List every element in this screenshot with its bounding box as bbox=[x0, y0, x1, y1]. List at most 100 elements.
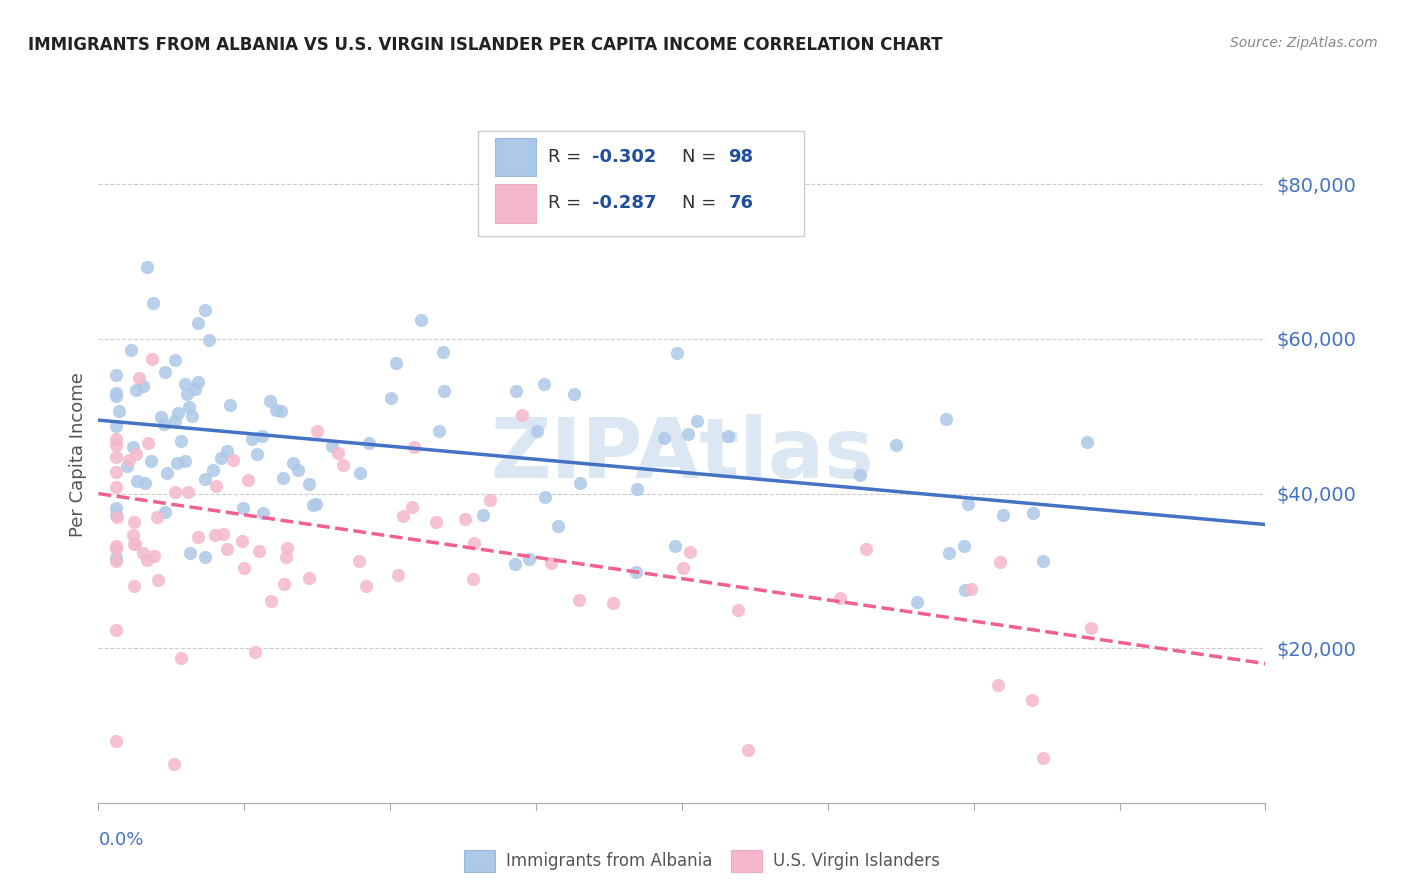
Y-axis label: Per Capita Income: Per Capita Income bbox=[69, 373, 87, 537]
Point bbox=[250, 428, 273, 442]
Point bbox=[132, 546, 155, 560]
Point bbox=[155, 505, 177, 519]
Point bbox=[233, 561, 256, 575]
Point bbox=[1032, 750, 1054, 764]
Point bbox=[105, 541, 128, 555]
Point bbox=[105, 540, 128, 554]
FancyBboxPatch shape bbox=[495, 137, 536, 176]
Point bbox=[259, 393, 281, 408]
Point bbox=[165, 484, 187, 499]
Point bbox=[672, 561, 695, 575]
FancyBboxPatch shape bbox=[495, 185, 536, 222]
Point bbox=[141, 296, 163, 310]
Point bbox=[105, 480, 128, 494]
Point bbox=[122, 578, 145, 592]
Point bbox=[246, 447, 269, 461]
Point bbox=[547, 519, 569, 533]
Point bbox=[287, 463, 309, 477]
Point bbox=[281, 456, 304, 470]
Point bbox=[194, 472, 217, 486]
Point bbox=[187, 375, 209, 389]
Point bbox=[512, 408, 534, 422]
Point bbox=[884, 438, 907, 452]
Point bbox=[298, 571, 321, 585]
Point bbox=[187, 530, 209, 544]
Point bbox=[380, 391, 402, 405]
Text: U.S. Virgin Islanders: U.S. Virgin Islanders bbox=[773, 852, 941, 870]
Point bbox=[173, 453, 195, 467]
Point bbox=[454, 511, 477, 525]
Point bbox=[240, 432, 263, 446]
Text: -0.302: -0.302 bbox=[592, 148, 657, 166]
Point bbox=[148, 574, 170, 588]
Point bbox=[347, 554, 370, 568]
Point bbox=[153, 365, 176, 379]
Point bbox=[1032, 554, 1054, 568]
Point bbox=[326, 445, 349, 459]
Point bbox=[540, 557, 562, 571]
Point bbox=[652, 431, 675, 445]
Point bbox=[252, 506, 274, 520]
Point bbox=[105, 509, 128, 524]
Point bbox=[562, 387, 585, 401]
Point bbox=[166, 457, 188, 471]
Point bbox=[1021, 693, 1043, 707]
Point bbox=[270, 404, 292, 418]
Point bbox=[953, 582, 976, 597]
Point bbox=[194, 550, 217, 565]
Point bbox=[217, 541, 239, 556]
Point bbox=[953, 539, 976, 553]
Point bbox=[987, 678, 1010, 692]
Point bbox=[176, 387, 198, 401]
Point bbox=[105, 368, 128, 383]
Point bbox=[568, 475, 591, 490]
Point bbox=[165, 414, 187, 428]
Point bbox=[136, 436, 159, 450]
Point bbox=[359, 436, 381, 450]
Point bbox=[105, 385, 128, 400]
Point bbox=[121, 528, 143, 542]
Point bbox=[236, 474, 259, 488]
Point bbox=[105, 623, 128, 637]
Text: -0.287: -0.287 bbox=[592, 194, 657, 212]
Point bbox=[180, 409, 202, 423]
Point bbox=[737, 742, 759, 756]
Point bbox=[848, 467, 870, 482]
Point bbox=[354, 579, 377, 593]
Point bbox=[828, 591, 851, 605]
Point bbox=[231, 533, 253, 548]
Point bbox=[401, 500, 423, 514]
Point bbox=[727, 603, 749, 617]
Point bbox=[387, 568, 409, 582]
Point bbox=[212, 526, 235, 541]
Point bbox=[105, 389, 128, 403]
Point bbox=[209, 451, 232, 466]
Text: 0.0%: 0.0% bbox=[98, 830, 143, 848]
Point bbox=[105, 501, 128, 516]
Point bbox=[990, 555, 1012, 569]
Point bbox=[1021, 506, 1043, 520]
Point bbox=[243, 645, 266, 659]
Point bbox=[125, 383, 148, 397]
Point bbox=[402, 440, 425, 454]
Point bbox=[463, 535, 485, 549]
Point bbox=[664, 539, 686, 553]
Point bbox=[124, 537, 146, 551]
Point bbox=[276, 549, 298, 564]
Point bbox=[122, 516, 145, 530]
Point bbox=[205, 479, 228, 493]
Point bbox=[321, 439, 343, 453]
Point bbox=[271, 471, 294, 485]
Point bbox=[134, 476, 156, 491]
Point bbox=[427, 424, 450, 438]
Point bbox=[135, 553, 157, 567]
Point bbox=[143, 549, 166, 563]
Point bbox=[105, 450, 128, 464]
Point bbox=[624, 566, 647, 580]
Point bbox=[141, 351, 163, 366]
Point bbox=[120, 343, 142, 357]
Point bbox=[105, 465, 128, 479]
Point bbox=[105, 550, 128, 565]
Point bbox=[219, 398, 242, 412]
Point bbox=[108, 404, 131, 418]
